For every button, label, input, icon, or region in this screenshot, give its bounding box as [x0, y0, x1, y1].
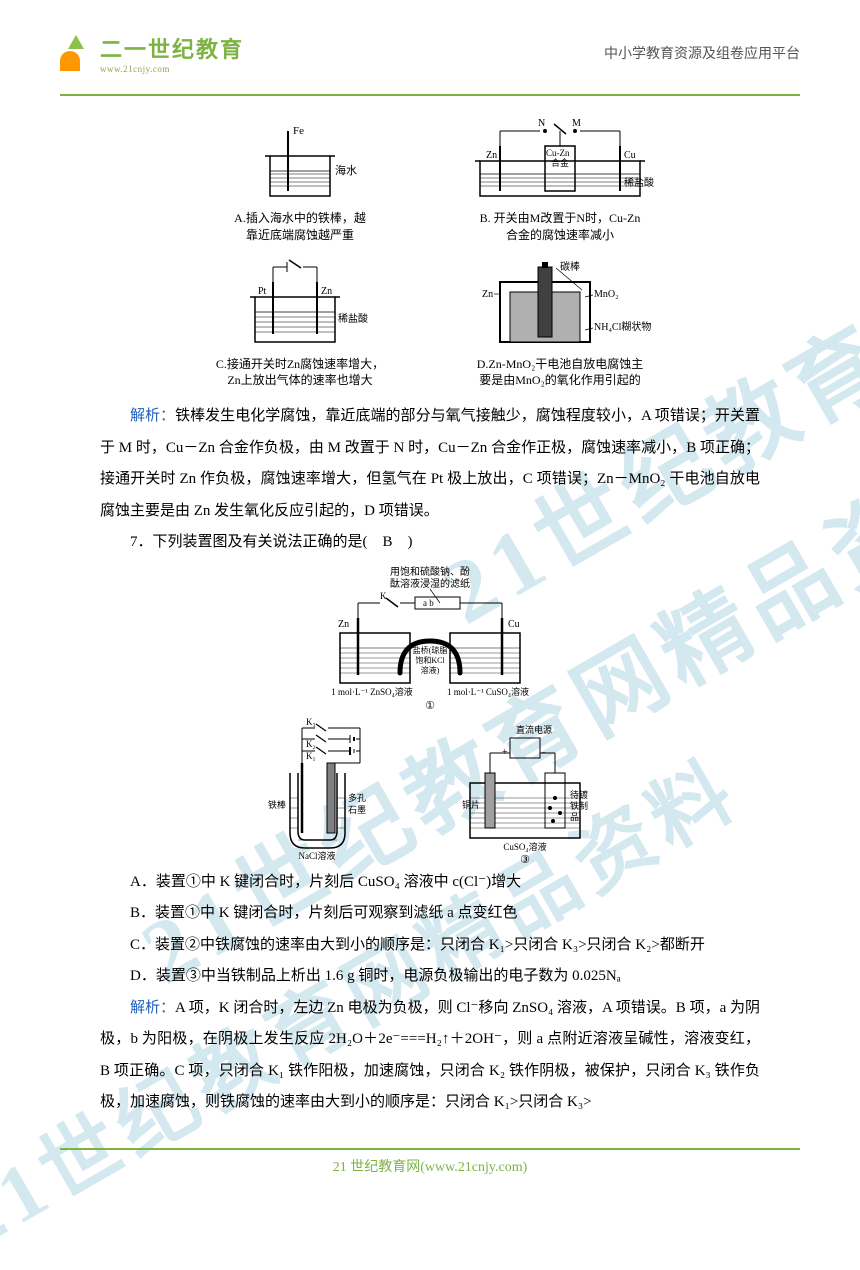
svg-text:Cu: Cu: [508, 619, 520, 630]
svg-text:稀盐酸: 稀盐酸: [624, 176, 654, 189]
svg-text:铁制: 铁制: [570, 800, 588, 811]
page-footer: 21 世纪教育网(www.21cnjy.com): [0, 1148, 860, 1176]
svg-text:合金: 合金: [551, 157, 569, 168]
logo-icon: [60, 35, 96, 71]
diagram-a: Fe 海水 A.插入海水中的铁棒，越 靠近底端腐蚀越严重: [200, 116, 400, 244]
svg-text:K₂: K₂: [306, 739, 316, 749]
q7-stem: 7．下列装置图及有关说法正确的是( B ): [100, 527, 760, 559]
option-a: A．装置①中 K 键闭合时，片刻后 CuSO₄ 溶液中 c(Cl⁻)增大: [100, 867, 760, 899]
svg-text:碳棒: 碳棒: [560, 260, 580, 273]
logo-main-text: 二一世纪教育: [100, 32, 244, 64]
svg-text:a b: a b: [423, 598, 434, 608]
svg-text:用饱和硫酸钠、酚: 用饱和硫酸钠、酚: [390, 565, 470, 578]
diagram-c: Pt Zn 稀盐酸 C.接通开关时Zn腐蚀速率增大， Zn上放出气体的速率也增大: [200, 252, 400, 390]
diagram-row-cd: Pt Zn 稀盐酸 C.接通开关时Zn腐蚀速率增大， Zn上放出气体的速率也增大…: [100, 252, 760, 390]
svg-text:MnO₂: MnO₂: [594, 289, 619, 300]
svg-text:Cu-Zn: Cu-Zn: [546, 148, 570, 158]
svg-text:Zn: Zn: [486, 150, 497, 161]
svg-text:品: 品: [570, 812, 579, 822]
svg-text:Zn: Zn: [338, 619, 349, 630]
footer-text: 21 世纪教育网(www.21cnjy.com): [0, 1156, 860, 1176]
header-right-text: 中小学教育资源及组卷应用平台: [604, 43, 800, 63]
diagram-row-ab: Fe 海水 A.插入海水中的铁棒，越 靠近底端腐蚀越严重 Zn Cu-Zn 合金…: [100, 116, 760, 244]
q7-diagram: 用饱和硫酸钠、酚 酞溶液浸湿的滤纸 Zn Cu 盐桥(琼脂 饱和KCl 溶液): [100, 563, 760, 863]
footer-divider: [60, 1148, 800, 1150]
diagram-d: 碳棒 MnO₂ Zn NH₄Cl糊状物 D.Zn-MnO₂干电池自放电腐蚀主 要…: [460, 252, 660, 390]
explanation-1: 解析：铁棒发生电化学腐蚀，靠近底端的部分与氧气接触少，腐蚀程度较小，A 项错误；…: [100, 401, 760, 527]
svg-text:K₃: K₃: [306, 717, 316, 727]
svg-text:①: ①: [425, 700, 435, 712]
svg-text:石墨: 石墨: [348, 805, 366, 815]
svg-text:溶液): 溶液): [421, 665, 440, 675]
svg-text:多孔: 多孔: [348, 792, 366, 803]
option-c: C．装置②中铁腐蚀的速率由大到小的顺序是：只闭合 K₁>只闭合 K₃>只闭合 K…: [100, 930, 760, 962]
svg-text:K₁: K₁: [306, 751, 316, 761]
diagram-a-caption: A.插入海水中的铁棒，越 靠近底端腐蚀越严重: [200, 210, 400, 244]
option-b: B．装置①中 K 键闭合时，片刻后可观察到滤纸 a 点变红色: [100, 898, 760, 930]
svg-text:1 mol·L⁻¹ ZnSO₄溶液: 1 mol·L⁻¹ ZnSO₄溶液: [331, 686, 413, 697]
svg-text:Fe: Fe: [293, 125, 304, 137]
logo: 二一世纪教育 www.21cnjy.com: [60, 32, 244, 74]
page-content: Fe 海水 A.插入海水中的铁棒，越 靠近底端腐蚀越严重 Zn Cu-Zn 合金…: [0, 96, 860, 1119]
svg-text:Cu: Cu: [624, 150, 636, 161]
explanation-label: 解析：: [130, 1000, 175, 1016]
svg-text:待镀: 待镀: [570, 789, 588, 800]
svg-text:NH₄Cl糊状物: NH₄Cl糊状物: [594, 320, 651, 333]
explanation-1-text: 铁棒发生电化学腐蚀，靠近底端的部分与氧气接触少，腐蚀程度较小，A 项错误；开关置…: [100, 408, 760, 519]
svg-text:M: M: [572, 118, 581, 129]
svg-text:铜片: 铜片: [462, 799, 480, 810]
q7-options: A．装置①中 K 键闭合时，片刻后 CuSO₄ 溶液中 c(Cl⁻)增大 B．装…: [100, 867, 760, 993]
option-d: D．装置③中当铁制品上析出 1.6 g 铜时，电源负极输出的电子数为 0.025…: [100, 961, 760, 993]
explanation-2-text: A 项，K 闭合时，左边 Zn 电极为负极，则 Cl⁻移向 ZnSO₄ 溶液，A…: [100, 1000, 760, 1111]
diagram-b: Zn Cu-Zn 合金 Cu N M 稀盐酸 B. 开关由M改置于N时，Cu-Z…: [460, 116, 660, 244]
svg-text:稀盐酸: 稀盐酸: [338, 312, 368, 325]
page-header: 二一世纪教育 www.21cnjy.com 中小学教育资源及组卷应用平台: [0, 0, 860, 90]
svg-text:K: K: [380, 591, 387, 601]
svg-text:直流电源: 直流电源: [516, 724, 552, 735]
svg-text:铁棒: 铁棒: [268, 799, 286, 810]
svg-text:+: +: [502, 747, 508, 758]
explanation-2: 解析：A 项，K 闭合时，左边 Zn 电极为负极，则 Cl⁻移向 ZnSO₄ 溶…: [100, 993, 760, 1119]
diagram-c-caption: C.接通开关时Zn腐蚀速率增大， Zn上放出气体的速率也增大: [200, 356, 400, 390]
diagram-d-caption: D.Zn-MnO₂干电池自放电腐蚀主 要是由MnO₂的氧化作用引起的: [460, 356, 660, 390]
svg-text:盐桥(琼脂: 盐桥(琼脂: [413, 645, 448, 655]
svg-text:海水: 海水: [335, 163, 357, 177]
svg-text:1 mol·L⁻¹ CuSO₄溶液: 1 mol·L⁻¹ CuSO₄溶液: [447, 686, 529, 697]
svg-text:Zn: Zn: [321, 286, 332, 297]
svg-text:NaCl溶液: NaCl溶液: [299, 850, 336, 861]
question-7: 7．下列装置图及有关说法正确的是( B ): [100, 527, 760, 559]
diagram-b-caption: B. 开关由M改置于N时，Cu-Zn 合金的腐蚀速率减小: [460, 210, 660, 244]
svg-text:③: ③: [520, 854, 530, 863]
svg-text:饱和KCl: 饱和KCl: [415, 655, 445, 665]
svg-text:Zn: Zn: [482, 289, 493, 300]
svg-text:酞溶液浸湿的滤纸: 酞溶液浸湿的滤纸: [390, 577, 470, 590]
explanation-label: 解析：: [130, 408, 175, 424]
svg-text:CuSO₄溶液: CuSO₄溶液: [503, 841, 546, 852]
svg-text:Pt: Pt: [258, 286, 267, 297]
svg-text:N: N: [538, 118, 545, 129]
logo-sub-text: www.21cnjy.com: [100, 64, 244, 74]
